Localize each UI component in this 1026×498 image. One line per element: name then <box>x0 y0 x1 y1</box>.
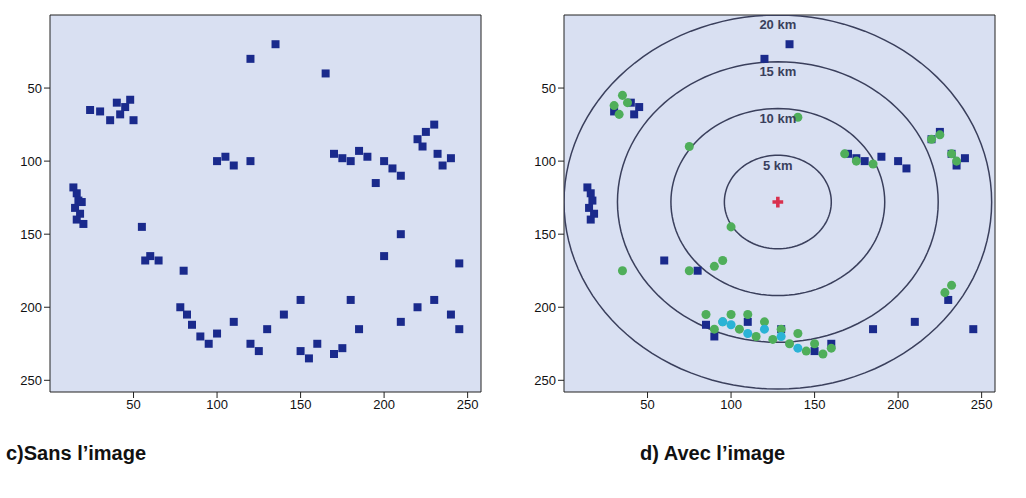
svg-text:100: 100 <box>534 154 556 169</box>
svg-text:5 km: 5 km <box>763 158 793 173</box>
svg-text:50: 50 <box>640 397 654 412</box>
svg-text:50: 50 <box>126 397 140 412</box>
svg-text:150: 150 <box>20 227 42 242</box>
html-text:d) Avec l’image: d) Avec l’image <box>640 442 786 464</box>
svg-text:50: 50 <box>28 81 42 96</box>
svg-text:10 km: 10 km <box>759 111 796 126</box>
svg-text:250: 250 <box>457 397 479 412</box>
svg-text:100: 100 <box>720 397 742 412</box>
html-text:c)Sans l’image: c)Sans l’image <box>6 442 147 464</box>
svg-text:150: 150 <box>290 397 312 412</box>
svg-text:250: 250 <box>20 373 42 388</box>
svg-text:250: 250 <box>534 373 556 388</box>
svg-text:200: 200 <box>20 300 42 315</box>
svg-text:50: 50 <box>542 81 556 96</box>
svg-text:15 km: 15 km <box>759 64 796 79</box>
svg-text:250: 250 <box>971 397 993 412</box>
svg-text:200: 200 <box>887 397 909 412</box>
svg-text:100: 100 <box>20 154 42 169</box>
svg-text:200: 200 <box>534 300 556 315</box>
svg-text:150: 150 <box>804 397 826 412</box>
svg-text:100: 100 <box>206 397 228 412</box>
svg-text:20 km: 20 km <box>759 17 796 32</box>
svg-text:200: 200 <box>373 397 395 412</box>
svg-text:150: 150 <box>534 227 556 242</box>
